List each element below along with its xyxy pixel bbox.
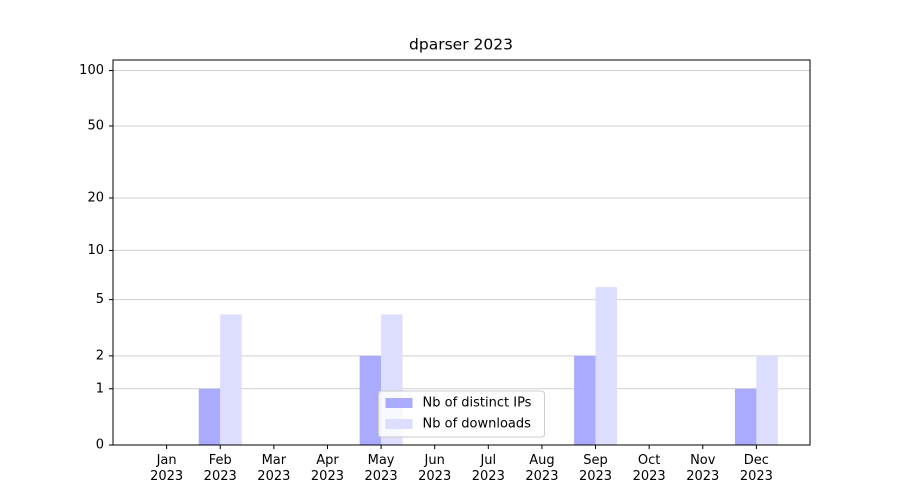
- x-tick-label: Apr 2023: [310, 453, 344, 484]
- bar: [595, 287, 617, 445]
- x-tick-label: Sep 2023: [578, 453, 613, 484]
- y-tick-label: 5: [96, 292, 104, 307]
- legend-label: Nb of distinct IPs: [423, 396, 532, 411]
- legend-swatch: [385, 398, 413, 408]
- legend: Nb of distinct IPs Nb of downloads: [378, 390, 545, 438]
- y-tick-label: 20: [87, 190, 104, 205]
- plot-frame: [112, 59, 811, 446]
- x-tick-label: Dec 2023: [739, 453, 773, 484]
- x-tick-label: Jan 2023: [150, 453, 184, 484]
- x-tick-label: Nov 2023: [686, 453, 720, 484]
- x-tick-label: Jul 2023: [471, 453, 505, 484]
- y-tick-label: 100: [79, 63, 104, 78]
- legend-swatch: [385, 419, 413, 429]
- x-tick-label: May 2023: [364, 453, 398, 484]
- bar: [359, 355, 382, 445]
- x-tick-label: Feb 2023: [203, 453, 237, 484]
- legend-box: [378, 390, 545, 438]
- legend-label: Nb of downloads: [423, 417, 532, 432]
- x-tick-label: Aug 2023: [525, 453, 559, 484]
- x-tick-label: Oct 2023: [632, 453, 666, 484]
- bar: [756, 355, 778, 445]
- x-tick-label: Jun 2023: [418, 453, 452, 484]
- bar: [574, 355, 596, 445]
- y-tick-label: 1: [96, 381, 104, 396]
- y-tick-label: 10: [87, 243, 104, 258]
- y-tick-label: 50: [87, 118, 104, 133]
- y-tick-label: 0: [96, 438, 104, 453]
- chart-title: dparser 2023: [409, 36, 513, 54]
- bar: [220, 314, 242, 445]
- x-tick-label: Mar 2023: [257, 453, 291, 484]
- y-tick-label: 2: [96, 348, 104, 363]
- bar: [198, 388, 221, 445]
- bar: [734, 388, 757, 445]
